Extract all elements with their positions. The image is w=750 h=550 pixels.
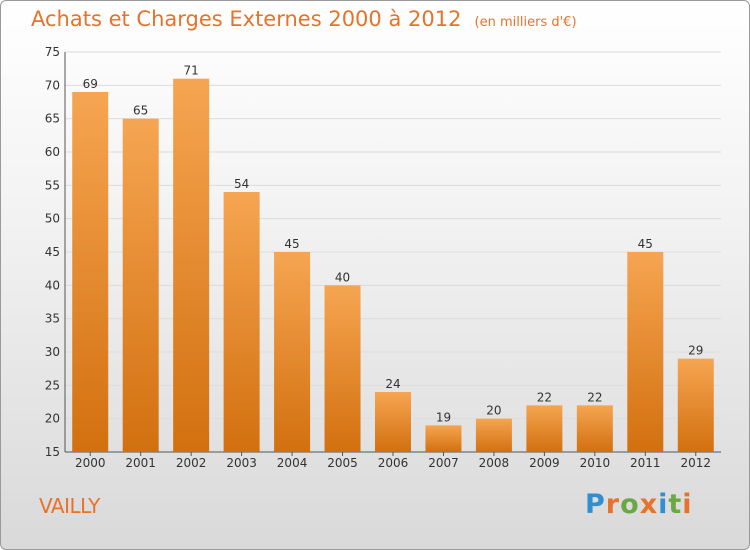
value-label: 40	[335, 270, 350, 284]
bar	[324, 285, 361, 452]
value-label: 45	[638, 237, 653, 251]
y-tick-label: 25	[45, 378, 60, 392]
value-label: 22	[537, 390, 552, 404]
y-tick-label: 45	[45, 245, 60, 259]
x-tick-label: 2001	[125, 456, 156, 470]
value-label: 29	[688, 344, 703, 358]
x-tick-label: 2005	[327, 456, 358, 470]
x-tick-labels: 2000 2001 2002 2003 2004 2005 2006 2007 2008 2009…	[75, 456, 711, 470]
bar	[526, 405, 563, 452]
bar	[72, 92, 109, 452]
logo-letter: o	[620, 489, 640, 520]
logo-letter: t	[668, 489, 683, 520]
y-tick-label: 20	[45, 412, 60, 426]
value-label: 45	[284, 237, 299, 251]
y-tick-label: 55	[45, 178, 60, 192]
bar	[223, 192, 260, 452]
value-label: 22	[587, 390, 602, 404]
x-tick-label: 2012	[680, 456, 711, 470]
x-tick-label: 2006	[378, 456, 409, 470]
x-tick-label: 2010	[580, 456, 611, 470]
bar	[375, 392, 411, 452]
y-tick-label: 40	[45, 278, 60, 292]
bar	[576, 405, 613, 452]
bar	[274, 252, 311, 452]
y-tick-label: 65	[45, 112, 60, 126]
bar	[173, 78, 210, 453]
chart-subtitle: (en milliers d'€)	[474, 15, 577, 30]
value-labels: 69 65 71 54 45 40 24 19 20 22 22 45 29	[83, 64, 704, 425]
value-label: 65	[133, 104, 148, 118]
logo-letter: r	[605, 489, 621, 520]
bar	[425, 425, 462, 452]
x-tick-label: 2011	[630, 456, 661, 470]
proxiti-logo[interactable]: Proxiti	[585, 489, 693, 520]
x-tick-label: 2004	[277, 456, 308, 470]
bar	[677, 358, 714, 452]
y-tick-label: 60	[45, 145, 60, 159]
y-tick-label: 50	[45, 212, 60, 226]
bar	[122, 118, 159, 453]
value-label: 54	[234, 177, 249, 191]
value-label: 24	[385, 377, 400, 391]
x-tick-label: 2000	[75, 456, 106, 470]
logo-letter: P	[585, 489, 606, 520]
commune-name: VAILLY	[39, 494, 100, 518]
bars	[72, 78, 714, 453]
bar	[475, 418, 512, 452]
value-label: 69	[83, 77, 98, 91]
x-tick-label: 2008	[479, 456, 510, 470]
logo-letter: x	[639, 489, 659, 520]
y-tick-label: 30	[45, 345, 60, 359]
value-label: 20	[486, 404, 501, 418]
x-tick-label: 2002	[176, 456, 207, 470]
y-tick-labels: 15 20 25 30 35 40 45 50 55 60 65 70 75	[45, 45, 60, 459]
logo-letter: i	[658, 489, 669, 520]
x-tick-label: 2009	[529, 456, 560, 470]
y-tick-label: 15	[45, 445, 60, 459]
value-label: 19	[436, 410, 451, 424]
y-tick-label: 75	[45, 45, 60, 59]
value-label: 71	[184, 64, 199, 78]
chart-title: Achats et Charges Externes 2000 à 2012	[31, 7, 462, 31]
bar	[627, 252, 664, 452]
x-tick-label: 2003	[226, 456, 257, 470]
title-row: Achats et Charges Externes 2000 à 2012 (…	[31, 7, 577, 31]
logo-letter: i	[682, 489, 693, 520]
x-tick-label: 2007	[428, 456, 459, 470]
y-tick-label: 70	[45, 78, 60, 92]
y-tick-label: 35	[45, 312, 60, 326]
